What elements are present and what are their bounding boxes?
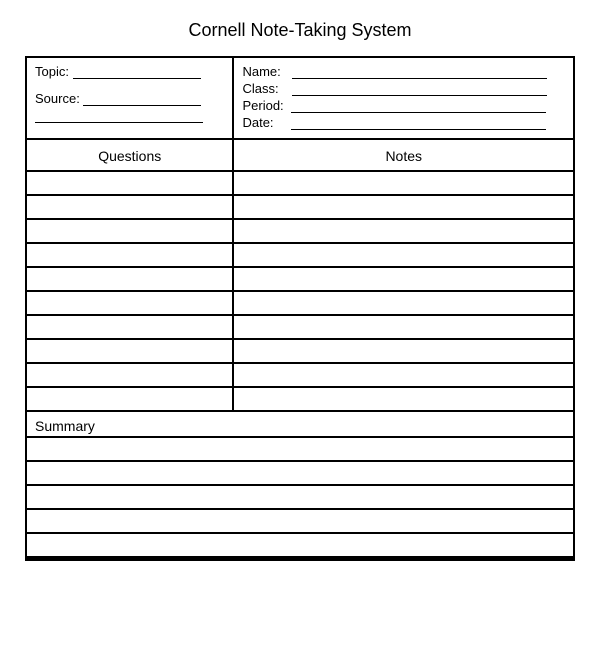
name-field: Name: (242, 64, 565, 79)
page-title: Cornell Note-Taking System (25, 20, 575, 41)
period-label: Period: (242, 98, 283, 113)
summary-label: Summary (27, 412, 573, 436)
header-right-panel: Name: Class: Period: Date: (234, 58, 573, 138)
source-label: Source: (35, 91, 80, 106)
note-row (27, 290, 573, 314)
source-field: Source: (35, 91, 224, 106)
date-label: Date: (242, 115, 273, 130)
note-row (27, 266, 573, 290)
note-row (27, 338, 573, 362)
note-row (27, 362, 573, 386)
note-template-frame: Topic: Source: Name: Class: Period: (25, 56, 575, 558)
summary-line (27, 460, 573, 484)
note-row (27, 170, 573, 194)
summary-line (27, 436, 573, 460)
notes-heading: Notes (234, 140, 573, 170)
note-row (27, 314, 573, 338)
note-row (27, 386, 573, 410)
topic-field: Topic: (35, 64, 224, 79)
questions-heading: Questions (27, 140, 234, 170)
header-section: Topic: Source: Name: Class: Period: (27, 58, 573, 140)
note-row (27, 218, 573, 242)
summary-line (27, 532, 573, 556)
summary-section: Summary (27, 410, 573, 556)
note-rows (27, 170, 573, 410)
period-field: Period: (242, 98, 565, 113)
source-blank-line-2 (35, 111, 203, 123)
class-field: Class: (242, 81, 565, 96)
summary-line (27, 484, 573, 508)
topic-label: Topic: (35, 64, 69, 79)
source-blank-line-1 (83, 94, 201, 106)
column-headings: Questions Notes (27, 140, 573, 170)
bottom-edge (25, 558, 575, 561)
date-field: Date: (242, 115, 565, 130)
date-blank-line (291, 118, 546, 130)
period-blank-line (291, 101, 546, 113)
class-label: Class: (242, 81, 278, 96)
class-blank-line (292, 84, 547, 96)
topic-blank-line (73, 67, 201, 79)
name-blank-line (292, 67, 547, 79)
summary-line (27, 508, 573, 532)
note-row (27, 194, 573, 218)
header-left-panel: Topic: Source: (27, 58, 234, 138)
note-row (27, 242, 573, 266)
source-field-2 (35, 108, 224, 123)
name-label: Name: (242, 64, 280, 79)
